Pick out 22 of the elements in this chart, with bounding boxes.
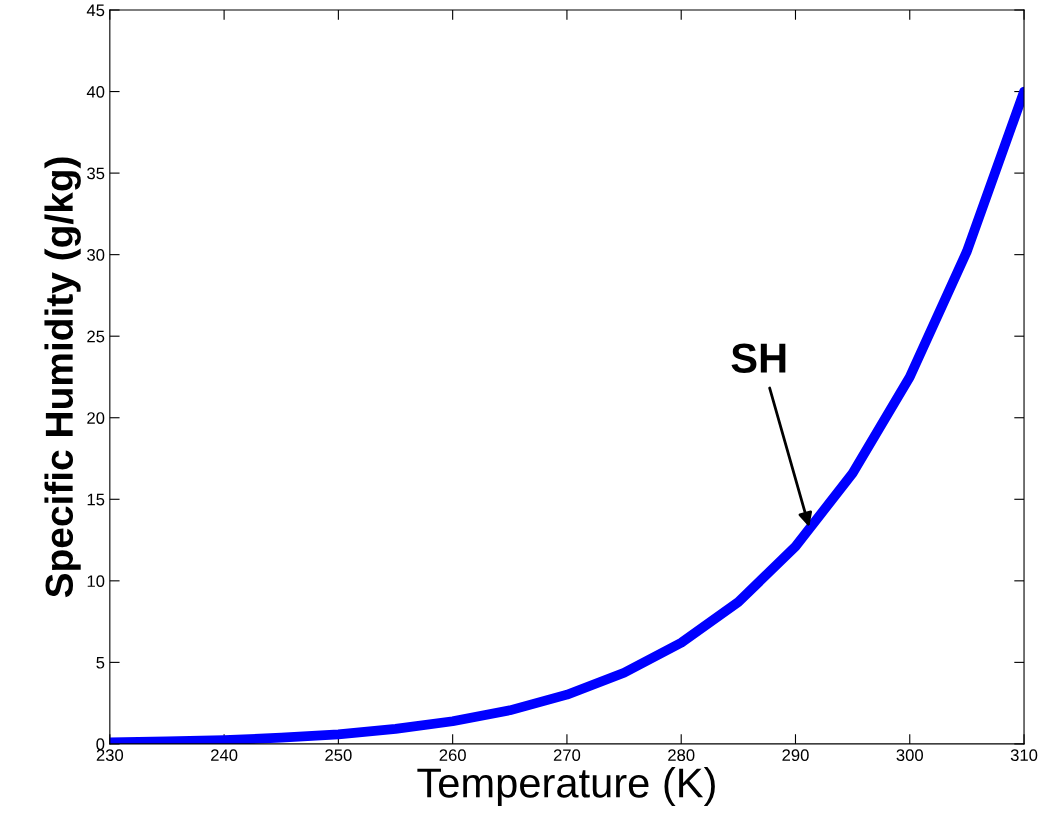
x-tick-label: 270 xyxy=(553,749,581,762)
x-tick-label: 230 xyxy=(96,749,124,762)
x-tick-label: 280 xyxy=(668,749,695,762)
x-tick-label: 250 xyxy=(325,749,352,762)
y-tick-label: 35 xyxy=(87,167,105,180)
x-tick-label: 310 xyxy=(1010,749,1038,762)
y-tick-label: 10 xyxy=(87,575,105,588)
y-tick-label: 5 xyxy=(96,656,105,669)
y-tick-label: 45 xyxy=(86,4,105,17)
y-tick-label: 20 xyxy=(87,412,105,424)
y-tick-label: 0 xyxy=(96,738,105,751)
y-axis-title: Specific Humidity (g/kg) xyxy=(44,157,81,598)
x-axis-title: Temperature (K) xyxy=(417,767,715,806)
y-tick-label: 40 xyxy=(86,85,105,98)
y-tick-label: 25 xyxy=(87,330,105,343)
annotation: SH xyxy=(731,343,786,373)
x-tick-label: 240 xyxy=(211,749,238,762)
y-tick-label: 15 xyxy=(87,493,105,506)
x-tick-label: 300 xyxy=(896,749,924,762)
x-tick-label: 260 xyxy=(439,749,466,762)
x-tick-label: 290 xyxy=(782,749,809,762)
y-tick-label: 30 xyxy=(87,249,105,261)
